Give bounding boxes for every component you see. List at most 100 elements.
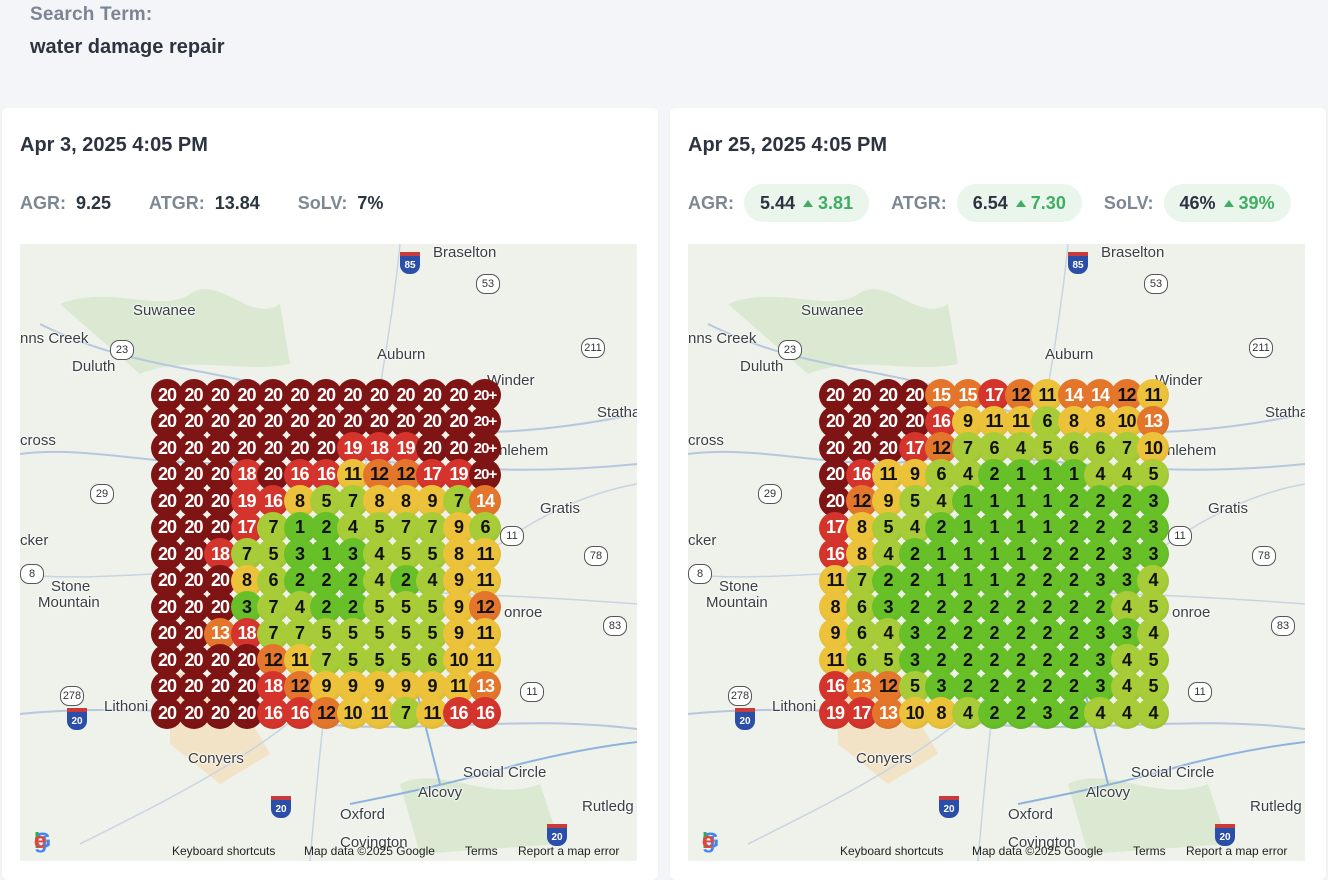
solv-label: SoLV: xyxy=(297,192,348,213)
map-place-label: Statha xyxy=(1265,404,1305,421)
rank-pin[interactable]: 20 xyxy=(151,591,183,623)
atgr-delta-value: 7.30 xyxy=(1030,192,1066,213)
interstate-shield-icon: 85 xyxy=(400,252,420,274)
metrics-row: AGR: 9.25 ATGR: 13.84 SoLV: 7% xyxy=(20,184,383,222)
map-place-label: Alcovy xyxy=(418,784,463,801)
road-shield-icon: 11 xyxy=(520,682,544,702)
snapshot-card: Apr 25, 2025 4:05 PM AGR: 5.44 3.81 ATGR… xyxy=(670,108,1326,880)
road-shield-icon: 278 xyxy=(728,686,752,706)
map-place-label: onroe xyxy=(504,604,543,621)
atgr-label: ATGR: xyxy=(149,192,205,213)
solv-pill: 46% 39% xyxy=(1163,184,1291,222)
metrics-row: AGR: 5.44 3.81 ATGR: 6.54 7.30 SoLV: 46%… xyxy=(688,184,1313,222)
up-arrow-icon xyxy=(1223,199,1234,207)
road-shield-icon: 11 xyxy=(1188,682,1212,702)
solv-delta: 39% xyxy=(1223,193,1275,214)
atgr-value: 13.84 xyxy=(214,192,260,213)
rank-pin[interactable]: 20 xyxy=(416,379,448,411)
rank-pin[interactable]: 2 xyxy=(898,591,931,623)
rank-pin[interactable]: 20 xyxy=(151,485,183,517)
rank-pin[interactable]: 16 xyxy=(310,458,342,491)
rank-pin[interactable]: 16 xyxy=(469,697,501,729)
rank-pin[interactable]: 16 xyxy=(257,485,289,517)
road-shield-icon: 29 xyxy=(90,484,114,504)
road-shield-icon: 211 xyxy=(1249,338,1273,358)
road-shield-icon: 53 xyxy=(476,274,500,294)
grid-map[interactable]: Braselton Suwanee nns Creek Duluth Auburn Win… xyxy=(20,244,637,861)
map-place-label: Auburn xyxy=(1045,346,1094,363)
rank-pin[interactable]: 6 xyxy=(469,511,501,544)
map-place-label: Covington xyxy=(340,834,408,851)
keyboard-shortcuts-link[interactable]: Keyboard shortcuts xyxy=(840,844,944,858)
up-arrow-icon xyxy=(803,199,814,207)
map-data-attribution: Map data ©2025 Google xyxy=(304,844,435,858)
map-place-label: Conyers xyxy=(856,750,912,767)
report-map-error-link[interactable]: Report a map error xyxy=(518,844,620,858)
map-place-label: Oxford xyxy=(1008,806,1054,823)
road-shield-icon: 29 xyxy=(758,484,782,504)
map-place-label: Duluth xyxy=(72,358,116,375)
rank-pin[interactable]: 19 xyxy=(389,432,422,464)
terms-link[interactable]: Terms xyxy=(1133,844,1166,858)
road-shield-icon: 78 xyxy=(584,546,608,566)
agr-value: 9.25 xyxy=(76,192,112,213)
rank-pin[interactable]: 9 xyxy=(363,670,395,703)
interstate-shield-icon: 20 xyxy=(271,796,291,818)
rank-pin[interactable]: 20 xyxy=(177,697,210,729)
atgr-label: ATGR: xyxy=(891,192,947,213)
map-place-label: Lithoni xyxy=(104,698,149,715)
map-place-label: Alcovy xyxy=(1086,784,1131,801)
search-term-value: water damage repair xyxy=(30,36,225,58)
grid-map[interactable]: Braselton Suwanee nns Creek Duluth Auburn Win… xyxy=(688,244,1305,861)
rank-pin[interactable]: 10 xyxy=(336,697,369,729)
interstate-shield-icon: 20 xyxy=(67,708,87,730)
rank-pin[interactable]: 14 xyxy=(469,485,501,517)
map-place-label: nlehem xyxy=(1167,442,1217,459)
map-place-label: nns Creek xyxy=(688,330,757,347)
rank-pin[interactable]: 11 xyxy=(363,697,395,729)
rank-pin[interactable]: 15 xyxy=(951,379,984,411)
map-place-label: Suwanee xyxy=(801,302,864,319)
solv-label: SoLV: xyxy=(1103,192,1154,213)
rank-pin[interactable]: 19 xyxy=(336,432,369,464)
map-place-label: Mountain xyxy=(706,594,768,611)
interstate-shield-icon: 20 xyxy=(735,708,755,730)
rank-pin[interactable]: 18 xyxy=(230,458,263,491)
map-place-label: Rutledg xyxy=(1250,798,1302,815)
map-place-label: Braselton xyxy=(433,244,497,261)
map-place-label: Duluth xyxy=(740,358,784,375)
rank-pin[interactable]: 10 xyxy=(898,697,931,729)
rank-pin[interactable]: 11 xyxy=(469,564,501,597)
road-shield-icon: 83 xyxy=(1271,616,1295,636)
agr-pill: 5.44 3.81 xyxy=(744,184,870,222)
rank-grid: 20 20 20 20 15 15 17 12 11 14 14 12 11 20 20 20 20 16 9 11 1… xyxy=(819,379,1173,733)
terms-link[interactable]: Terms xyxy=(465,844,498,858)
rank-pin[interactable]: 16 xyxy=(283,697,316,729)
map-place-label: onroe xyxy=(1172,604,1211,621)
report-map-error-link[interactable]: Report a map error xyxy=(1186,844,1288,858)
solv-value: 46% xyxy=(1179,192,1216,213)
snapshot-date: Apr 3, 2025 4:05 PM xyxy=(20,134,208,156)
up-arrow-icon xyxy=(1015,199,1026,207)
agr-delta: 3.81 xyxy=(803,193,853,214)
road-shield-icon: 78 xyxy=(1252,546,1276,566)
map-place-label: cross xyxy=(688,432,724,449)
rank-pin[interactable]: 4 xyxy=(1137,697,1169,729)
rank-pin[interactable]: 20 xyxy=(442,432,475,464)
rank-pin[interactable]: 20 xyxy=(819,485,851,517)
atgr-value: 6.54 xyxy=(972,192,1008,213)
map-place-label: Covington xyxy=(1008,834,1076,851)
map-place-label: Gratis xyxy=(540,500,581,517)
rank-pin[interactable]: 7 xyxy=(257,617,289,650)
keyboard-shortcuts-link[interactable]: Keyboard shortcuts xyxy=(172,844,276,858)
map-place-label: Stone xyxy=(719,578,759,595)
rank-pin[interactable]: 8 xyxy=(283,485,316,517)
map-place-label: Social Circle xyxy=(1131,764,1215,781)
rank-pin[interactable]: 9 xyxy=(416,485,448,517)
rank-pin[interactable]: 2 xyxy=(1057,697,1090,729)
snapshot-card: Apr 3, 2025 4:05 PM AGR: 9.25 ATGR: 13.8… xyxy=(2,108,658,880)
road-shield-icon: 83 xyxy=(603,616,627,636)
rank-pin[interactable]: 4 xyxy=(1137,617,1169,650)
